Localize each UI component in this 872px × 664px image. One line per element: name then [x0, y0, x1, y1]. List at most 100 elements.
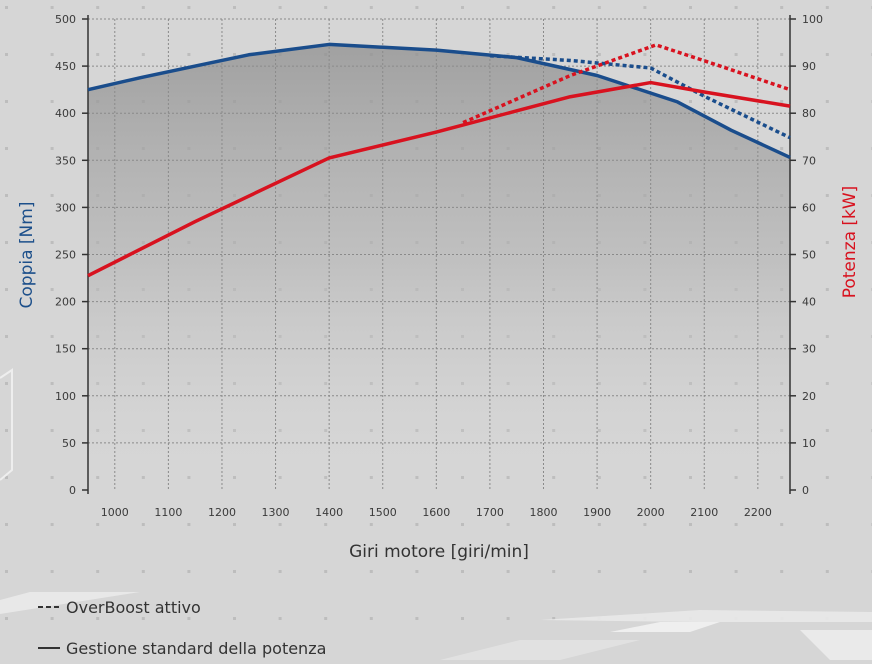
- bg-dot: [552, 6, 556, 9]
- bg-dot: [506, 523, 510, 526]
- bg-dot: [597, 570, 601, 573]
- y-left-tick-label: 250: [55, 249, 76, 262]
- bg-dot: [689, 53, 692, 56]
- bg-streak: [0, 592, 140, 614]
- bg-dot: [278, 570, 282, 573]
- bg-dot: [825, 241, 829, 244]
- bg-dot: [187, 523, 191, 526]
- bg-dot: [5, 53, 8, 56]
- y-left-tick-label: 500: [55, 13, 76, 26]
- bg-dot: [597, 53, 601, 56]
- x-tick-label: 1500: [369, 506, 397, 519]
- bg-dot: [5, 6, 8, 9]
- bg-dot: [324, 523, 328, 526]
- bg-dot: [5, 194, 8, 197]
- bg-dot: [369, 617, 373, 620]
- bg-dot: [278, 617, 282, 620]
- bg-dot: [50, 523, 54, 526]
- bg-dot: [5, 523, 8, 526]
- y-left-tick-label: 150: [55, 343, 76, 356]
- x-tick-label: 2200: [744, 506, 772, 519]
- bg-dot: [780, 53, 784, 56]
- bg-dot: [689, 523, 692, 526]
- bg-dot: [415, 6, 419, 9]
- bg-dot: [643, 523, 647, 526]
- y-right-tick-label: 90: [802, 60, 816, 73]
- bg-dot: [825, 6, 829, 9]
- chart-axes: 0 50 100 150 200 250 300 350 400 450 500 0 10 20 30 40 5…: [55, 13, 823, 519]
- bg-dot: [689, 6, 692, 9]
- bg-dot: [825, 53, 829, 56]
- bg-dot: [461, 617, 464, 620]
- bg-dot: [233, 617, 236, 620]
- bg-dot: [233, 6, 236, 9]
- bg-dot: [187, 570, 191, 573]
- y-right-tick-label: 70: [802, 154, 816, 167]
- bg-dot: [825, 288, 829, 291]
- bg-dot: [50, 570, 54, 573]
- x-axis-label: Giri motore [giri/min]: [349, 542, 529, 562]
- y-right-tick-label: 10: [802, 437, 816, 450]
- bg-dot: [825, 476, 829, 479]
- x-tick-label: 1100: [154, 506, 182, 519]
- y-left-tick-label: 300: [55, 201, 76, 214]
- bg-dot: [369, 6, 373, 9]
- bg-dot: [233, 570, 236, 573]
- bg-dot: [506, 617, 510, 620]
- bg-dot: [597, 6, 601, 9]
- bg-dot: [141, 53, 145, 56]
- x-tick-label: 2000: [637, 506, 665, 519]
- y-left-tick-label: 100: [55, 390, 76, 403]
- bg-dot: [552, 617, 556, 620]
- torque-dashed-line: [489, 53, 791, 140]
- bg-dot: [825, 523, 829, 526]
- bg-dot: [50, 429, 54, 432]
- bg-streak: [0, 368, 13, 481]
- bg-dot: [50, 147, 54, 150]
- x-tick-label: 1200: [208, 506, 236, 519]
- bg-dot: [689, 570, 692, 573]
- bg-dot: [780, 147, 784, 150]
- bg-dot: [780, 100, 784, 103]
- bg-dot: [597, 523, 601, 526]
- bg-dot: [141, 523, 145, 526]
- bg-streak: [440, 640, 640, 660]
- bg-dot: [5, 335, 8, 338]
- bg-dot: [825, 100, 829, 103]
- bg-dot: [506, 6, 510, 9]
- bg-dot: [5, 570, 8, 573]
- bg-dot: [734, 53, 738, 56]
- y-axis-right-label: Potenza [kW]: [840, 186, 860, 299]
- bg-dot: [461, 523, 464, 526]
- y-right-tick-label: 30: [802, 343, 816, 356]
- bg-dot: [5, 382, 8, 385]
- bg-dot: [50, 617, 54, 620]
- bg-dot: [5, 476, 8, 479]
- y-left-tick-label: 200: [55, 296, 76, 309]
- bg-dot: [825, 382, 829, 385]
- bg-dot: [324, 6, 328, 9]
- bg-dot: [506, 570, 510, 573]
- bg-dot: [278, 523, 282, 526]
- background-decor: [0, 6, 872, 660]
- bg-dot: [96, 53, 100, 56]
- bg-streak: [540, 610, 872, 622]
- y-right-tick-label: 40: [802, 296, 816, 309]
- y-left-tick-label: 350: [55, 154, 76, 167]
- x-tick-label: 1800: [529, 506, 557, 519]
- legend-label-standard: Gestione standard della potenza: [66, 639, 326, 658]
- x-tick-label: 1400: [315, 506, 343, 519]
- bg-dot: [552, 570, 556, 573]
- bg-dot: [369, 570, 373, 573]
- y-right-tick-label: 20: [802, 390, 816, 403]
- bg-dot: [552, 523, 556, 526]
- y-axis-left-label: Coppia [Nm]: [17, 202, 37, 309]
- x-tick-label: 1700: [476, 506, 504, 519]
- chart-series: [87, 42, 791, 278]
- bg-dot: [415, 570, 419, 573]
- bg-dot: [643, 570, 647, 573]
- torque-area-fill: [88, 44, 790, 491]
- y-right-tick-label: 0: [802, 484, 809, 497]
- bg-dot: [415, 617, 419, 620]
